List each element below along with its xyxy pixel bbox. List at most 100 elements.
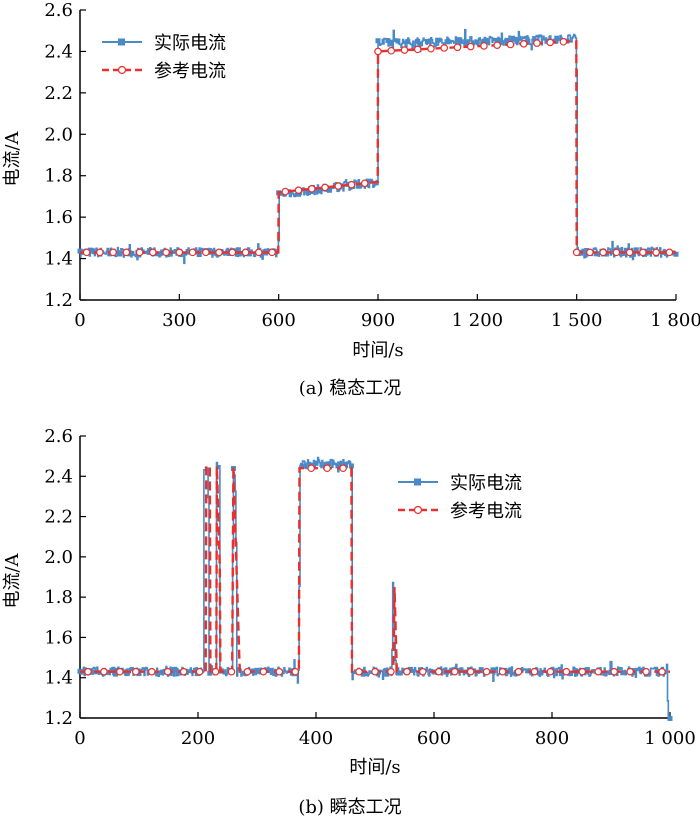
reference-current-marker bbox=[147, 667, 156, 676]
reference-current-marker bbox=[594, 667, 603, 676]
legend-label-reference: 参考电流 bbox=[450, 501, 522, 522]
reference-current-marker bbox=[122, 248, 131, 257]
reference-current-marker bbox=[434, 667, 443, 676]
y-tick-label: 2.4 bbox=[44, 466, 73, 487]
actual-current-marker bbox=[464, 40, 470, 46]
actual-current-marker bbox=[156, 251, 162, 257]
actual-current-marker bbox=[445, 39, 451, 45]
actual-current-marker bbox=[89, 669, 95, 675]
reference-current-marker bbox=[400, 46, 409, 54]
actual-current-marker bbox=[348, 463, 354, 469]
reference-current-marker bbox=[211, 667, 220, 676]
reference-current-marker bbox=[281, 187, 290, 196]
reference-current-marker bbox=[419, 667, 427, 676]
actual-current-marker bbox=[425, 38, 431, 44]
reference-current-marker bbox=[135, 248, 144, 257]
reference-current-marker bbox=[294, 186, 303, 195]
reference-current-marker bbox=[578, 667, 587, 676]
reference-current-marker bbox=[440, 44, 449, 52]
x-axis-label: 时间/s bbox=[352, 340, 403, 361]
actual-current-marker bbox=[655, 670, 661, 676]
reference-current-marker bbox=[610, 667, 618, 676]
actual-current-marker bbox=[266, 667, 272, 673]
actual-current-marker bbox=[435, 37, 441, 43]
y-axis-label: 电流/A bbox=[2, 130, 23, 186]
x-tick-label: 300 bbox=[162, 310, 196, 331]
figure-caption: (b) 瞬态工况 bbox=[298, 797, 401, 818]
reference-current-marker bbox=[413, 45, 422, 54]
reference-current-marker bbox=[321, 183, 329, 192]
reference-current-marker bbox=[530, 667, 539, 676]
actual-current-marker bbox=[484, 39, 490, 45]
y-tick-label: 1.4 bbox=[44, 668, 73, 689]
reference-current-marker bbox=[227, 667, 236, 676]
reference-current-marker bbox=[175, 248, 184, 257]
actual-current-marker bbox=[667, 715, 673, 721]
reference-current-marker bbox=[403, 667, 411, 676]
actual-current-marker bbox=[315, 188, 321, 194]
actual-current-marker bbox=[407, 666, 413, 672]
reference-current-marker bbox=[387, 667, 395, 676]
reference-current-marker bbox=[109, 248, 117, 257]
reference-current-marker bbox=[339, 464, 347, 473]
actual-current-marker bbox=[112, 671, 118, 677]
y-axis-label: 电流/A bbox=[2, 552, 23, 608]
series-line-actual-current bbox=[80, 456, 670, 719]
actual-current-marker bbox=[584, 247, 590, 253]
y-tick-label: 1.4 bbox=[44, 249, 73, 270]
reference-current-marker bbox=[96, 248, 104, 257]
reference-current-marker bbox=[347, 180, 356, 189]
actual-current-marker bbox=[385, 38, 391, 44]
x-tick-label: 900 bbox=[361, 310, 395, 331]
legend-label-actual: 实际电流 bbox=[450, 473, 522, 494]
reference-current-marker bbox=[642, 667, 650, 676]
actual-current-marker bbox=[160, 669, 166, 675]
reference-current-marker bbox=[625, 248, 634, 257]
chart-transient-state: 1.2 1.4 1.6 1.8 2.0 2.2 2.4 2.6 0 200 400 600 800 1 0… bbox=[2, 426, 696, 818]
x-tick-label: 0 bbox=[74, 728, 85, 749]
reference-current-marker bbox=[228, 248, 237, 257]
legend-label-reference: 参考电流 bbox=[154, 61, 226, 82]
y-tick-label: 1.8 bbox=[44, 587, 73, 608]
actual-current-marker bbox=[490, 667, 496, 673]
actual-current-marker bbox=[554, 35, 560, 41]
y-tick-label: 1.8 bbox=[44, 166, 73, 187]
reference-current-marker bbox=[572, 248, 581, 257]
y-tick-label: 2.2 bbox=[44, 507, 73, 528]
reference-current-marker bbox=[514, 667, 523, 676]
actual-current-marker bbox=[396, 670, 402, 676]
reference-current-marker bbox=[533, 39, 541, 47]
reference-current-marker bbox=[307, 185, 316, 193]
actual-current-marker bbox=[305, 190, 311, 196]
series-line-reference-current bbox=[80, 39, 676, 254]
reference-current-marker bbox=[100, 667, 108, 676]
y-tick-label: 2.6 bbox=[44, 0, 73, 21]
reference-current-marker bbox=[658, 667, 666, 676]
reference-current-marker bbox=[639, 248, 647, 257]
legend-marker-reference bbox=[413, 505, 423, 515]
actual-current-marker bbox=[360, 671, 366, 677]
reference-current-marker bbox=[371, 667, 379, 676]
reference-current-marker bbox=[506, 40, 515, 49]
reference-current-marker bbox=[559, 37, 568, 46]
reference-current-marker bbox=[498, 667, 507, 676]
y-tick-label: 1.6 bbox=[44, 627, 73, 648]
reference-current-marker bbox=[291, 667, 300, 676]
actual-current-marker bbox=[454, 37, 460, 43]
actual-current-marker bbox=[395, 38, 401, 44]
reference-current-marker bbox=[355, 667, 363, 676]
actual-current-marker bbox=[405, 39, 411, 45]
actual-current-marker bbox=[124, 671, 130, 677]
x-tick-label: 800 bbox=[535, 728, 569, 749]
reference-current-marker bbox=[562, 667, 571, 676]
reference-current-marker bbox=[450, 667, 459, 676]
reference-current-marker bbox=[254, 248, 263, 257]
reference-current-marker bbox=[84, 667, 92, 676]
reference-current-marker bbox=[360, 179, 369, 188]
figure-caption: (a) 稳态工况 bbox=[299, 378, 402, 399]
reference-current-marker bbox=[202, 248, 210, 257]
reference-current-marker bbox=[188, 248, 197, 257]
reference-current-marker bbox=[149, 248, 157, 257]
actual-current-marker bbox=[623, 247, 629, 253]
